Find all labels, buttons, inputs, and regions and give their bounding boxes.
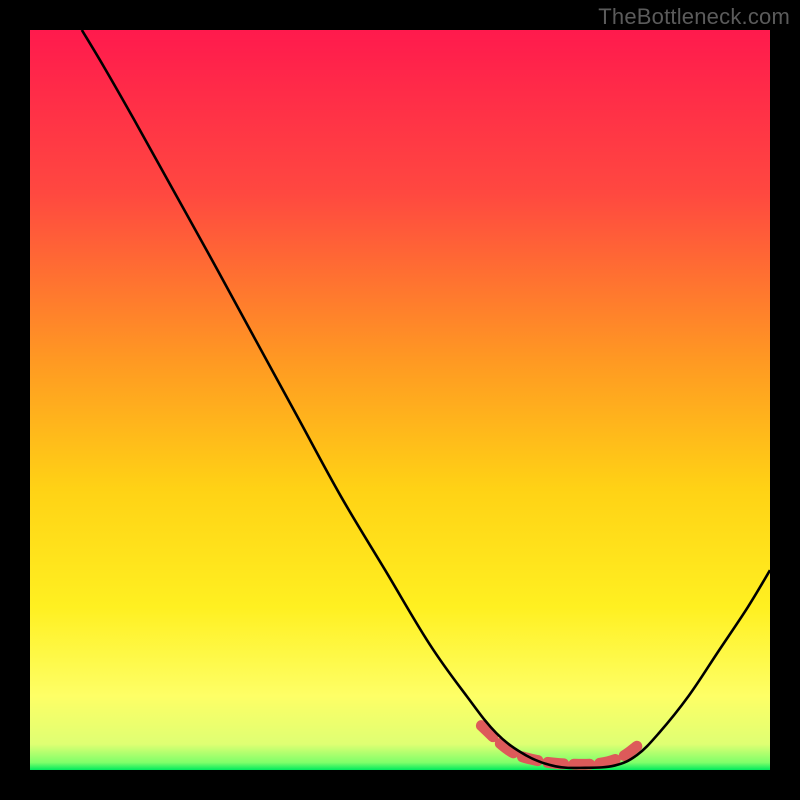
bottleneck-chart <box>30 30 770 770</box>
chart-svg <box>30 30 770 770</box>
chart-background <box>30 30 770 770</box>
watermark-text: TheBottleneck.com <box>598 4 790 30</box>
